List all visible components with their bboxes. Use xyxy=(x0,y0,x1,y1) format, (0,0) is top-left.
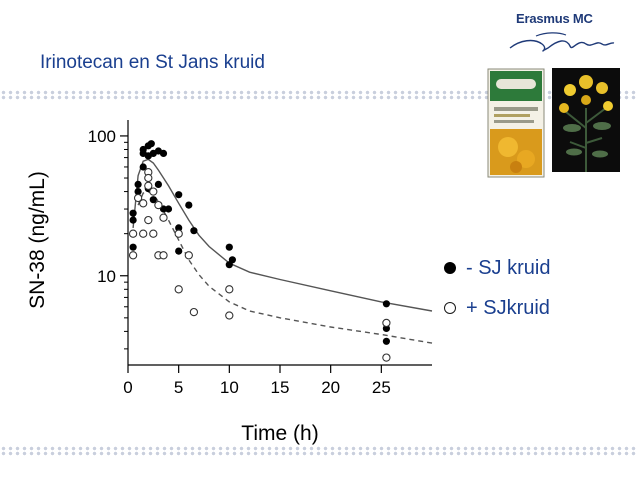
y-axis-label: SN-38 (ng/mL) xyxy=(26,171,49,309)
data-point-filled xyxy=(159,149,168,157)
data-point-open xyxy=(139,229,148,238)
legend-label-without-sj: - SJ kruid xyxy=(466,256,551,279)
data-point-filled xyxy=(228,256,236,264)
data-point-open xyxy=(382,318,391,328)
data-point-open xyxy=(128,251,138,260)
data-point-filled xyxy=(139,145,147,154)
x-tick-label: 15 xyxy=(271,378,290,397)
data-point-filled xyxy=(175,224,183,232)
sn38-time-chart: 10 100 0 5 10 15 20 25 SN-38 (ng/mL) Time (h) xyxy=(26,120,433,445)
fit-line-solid xyxy=(132,158,433,312)
x-axis-label: Time (h) xyxy=(241,422,318,445)
data-point-filled xyxy=(134,188,142,196)
data-point-filled xyxy=(164,205,173,213)
data-point-filled xyxy=(154,180,162,188)
data-point-filled xyxy=(175,191,183,199)
data-point-open xyxy=(159,251,168,260)
herbal-product-box-image xyxy=(487,68,545,178)
data-point-open xyxy=(382,353,391,362)
data-point-open xyxy=(128,229,138,238)
data-point-open xyxy=(144,215,153,225)
data-point-filled xyxy=(129,216,137,224)
chart-legend: - SJ kruid + SJkruid xyxy=(444,248,550,328)
data-point-filled xyxy=(382,300,390,308)
x-tick-label: 25 xyxy=(372,378,391,397)
data-point-open xyxy=(184,251,193,260)
logo-signature-icon xyxy=(509,32,615,52)
data-point-open xyxy=(225,285,234,294)
data-point-filled xyxy=(382,337,390,345)
data-point-filled xyxy=(175,247,183,255)
open-circle-icon xyxy=(444,302,456,314)
x-tick-label: 10 xyxy=(220,378,239,397)
top-dotted-band xyxy=(0,90,638,100)
bottom-dotted-band xyxy=(0,446,638,456)
x-tick-label: 5 xyxy=(174,378,183,397)
data-point-filled xyxy=(225,243,233,251)
filled-circle-icon xyxy=(444,262,456,274)
logo-text: Erasmus MC xyxy=(516,11,593,26)
data-point-filled xyxy=(149,196,157,204)
legend-label-with-sj: + SJkruid xyxy=(466,296,550,319)
data-point-filled xyxy=(129,209,137,217)
chart-points xyxy=(128,140,391,362)
data-point-open xyxy=(159,213,168,222)
data-point-open xyxy=(154,200,163,210)
data-point-filled xyxy=(129,243,137,251)
data-point-open xyxy=(174,229,183,238)
x-tick-label: 0 xyxy=(123,378,132,397)
y-tick-label: 100 xyxy=(88,127,116,146)
data-point-open xyxy=(144,181,153,190)
data-point-filled xyxy=(134,180,142,188)
data-point-open xyxy=(149,229,158,238)
erasmus-mc-logo: Erasmus MC xyxy=(506,8,616,58)
legend-item-without-sj: - SJ kruid xyxy=(444,248,550,288)
data-point-open xyxy=(174,285,183,294)
data-point-open xyxy=(225,311,234,320)
data-point-filled xyxy=(147,140,155,148)
data-point-open xyxy=(133,193,143,203)
y-tick-label: 10 xyxy=(97,267,116,286)
st-johns-wort-plant-image xyxy=(552,68,620,172)
data-point-open xyxy=(144,173,153,183)
data-point-open xyxy=(139,199,148,208)
data-point-open xyxy=(149,187,158,196)
data-point-filled xyxy=(190,227,198,235)
data-point-open xyxy=(189,307,199,317)
chart-axes: 10 100 0 5 10 15 20 25 xyxy=(88,120,432,397)
x-tick-label: 20 xyxy=(321,378,340,397)
legend-item-with-sj: + SJkruid xyxy=(444,288,550,328)
slide-title: Irinotecan en St Jans kruid xyxy=(40,52,265,73)
data-point-filled xyxy=(139,163,147,171)
data-point-filled xyxy=(185,201,193,209)
